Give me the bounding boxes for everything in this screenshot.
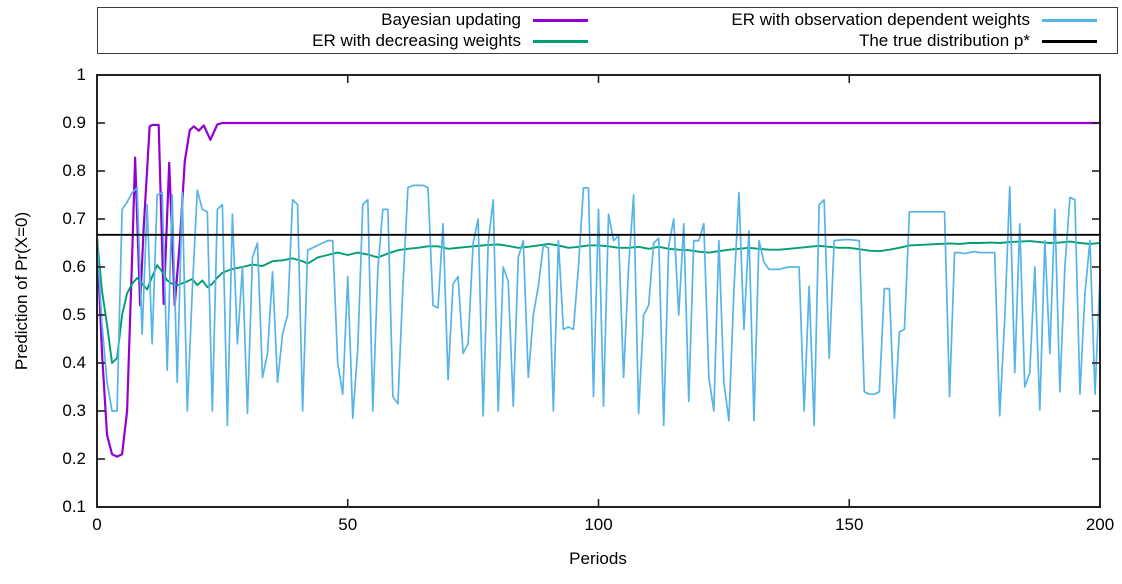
x-tick-label: 200 (1085, 515, 1115, 534)
x-tick-label: 0 (92, 515, 102, 534)
series-line-er-with-decreasing-weights (96, 237, 1101, 364)
legend-swatch-true-distribution (1042, 39, 1097, 43)
legend-swatch-decreasing (533, 39, 588, 43)
plot-border (96, 74, 1101, 508)
legend-label-obs-dependent: ER with observation dependent weights (731, 10, 1030, 29)
legend-entry-true-distribution: The true distribution p* (588, 31, 1117, 51)
y-tick-label: 0.1 (62, 497, 86, 516)
x-tick-label: 50 (338, 515, 358, 534)
legend-swatch-obs-dependent (1042, 18, 1097, 22)
y-tick-label: 0.2 (62, 449, 86, 468)
x-tick-label: 150 (835, 515, 864, 534)
y-tick-label: 1 (76, 65, 86, 84)
y-tick-label: 0.5 (62, 305, 86, 324)
legend-label-true-distribution: The true distribution p* (858, 31, 1030, 50)
legend-entry-decreasing: ER with decreasing weights (98, 31, 588, 51)
x-axis-title: Periods (569, 549, 627, 568)
y-tick-label: 0.8 (62, 161, 86, 180)
y-axis-title: Prediction of Pr(X=0) (12, 211, 31, 371)
y-tick-label: 0.6 (62, 257, 86, 276)
series-line-bayesian-updating (95, 121, 1102, 458)
y-tick-label: 0.9 (62, 113, 86, 132)
y-tick-label: 0.3 (62, 401, 86, 420)
legend-entry-obs-dependent: ER with observation dependent weights (588, 10, 1117, 30)
series-line-er-with-observation-dependent-weights (96, 184, 1101, 427)
legend-entry-bayesian: Bayesian updating (98, 10, 588, 30)
y-tick-label: 0.4 (62, 353, 86, 372)
x-tick-label: 100 (584, 515, 613, 534)
legend-label-bayesian: Bayesian updating (381, 10, 521, 29)
y-tick-label: 0.7 (62, 209, 86, 228)
legend-label-decreasing: ER with decreasing weights (312, 31, 521, 50)
legend: Bayesian updating ER with observation de… (97, 7, 1118, 54)
legend-swatch-bayesian (533, 18, 588, 22)
